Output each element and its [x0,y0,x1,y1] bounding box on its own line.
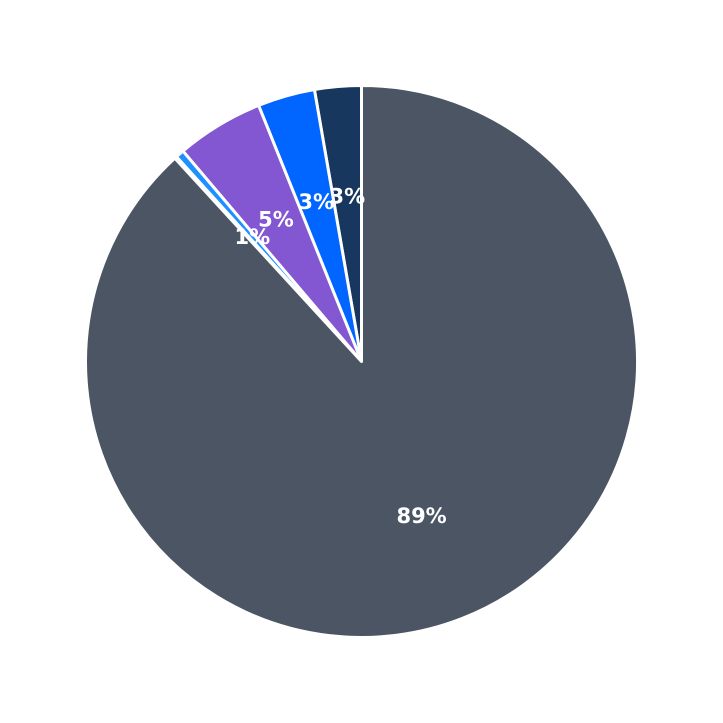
pie-slice-label-2: 5% [258,208,294,232]
pie-slice-label-5: 89% [396,504,446,528]
pie-slice-label-1: 3% [298,190,334,214]
pie-slice-5 [84,84,639,639]
pie-slices [84,84,639,639]
pie-slice-label-3: 1% [235,225,271,249]
pie-labels: 3%3%5%1%89% [235,185,447,528]
pie-slice-label-0: 3% [329,185,365,209]
